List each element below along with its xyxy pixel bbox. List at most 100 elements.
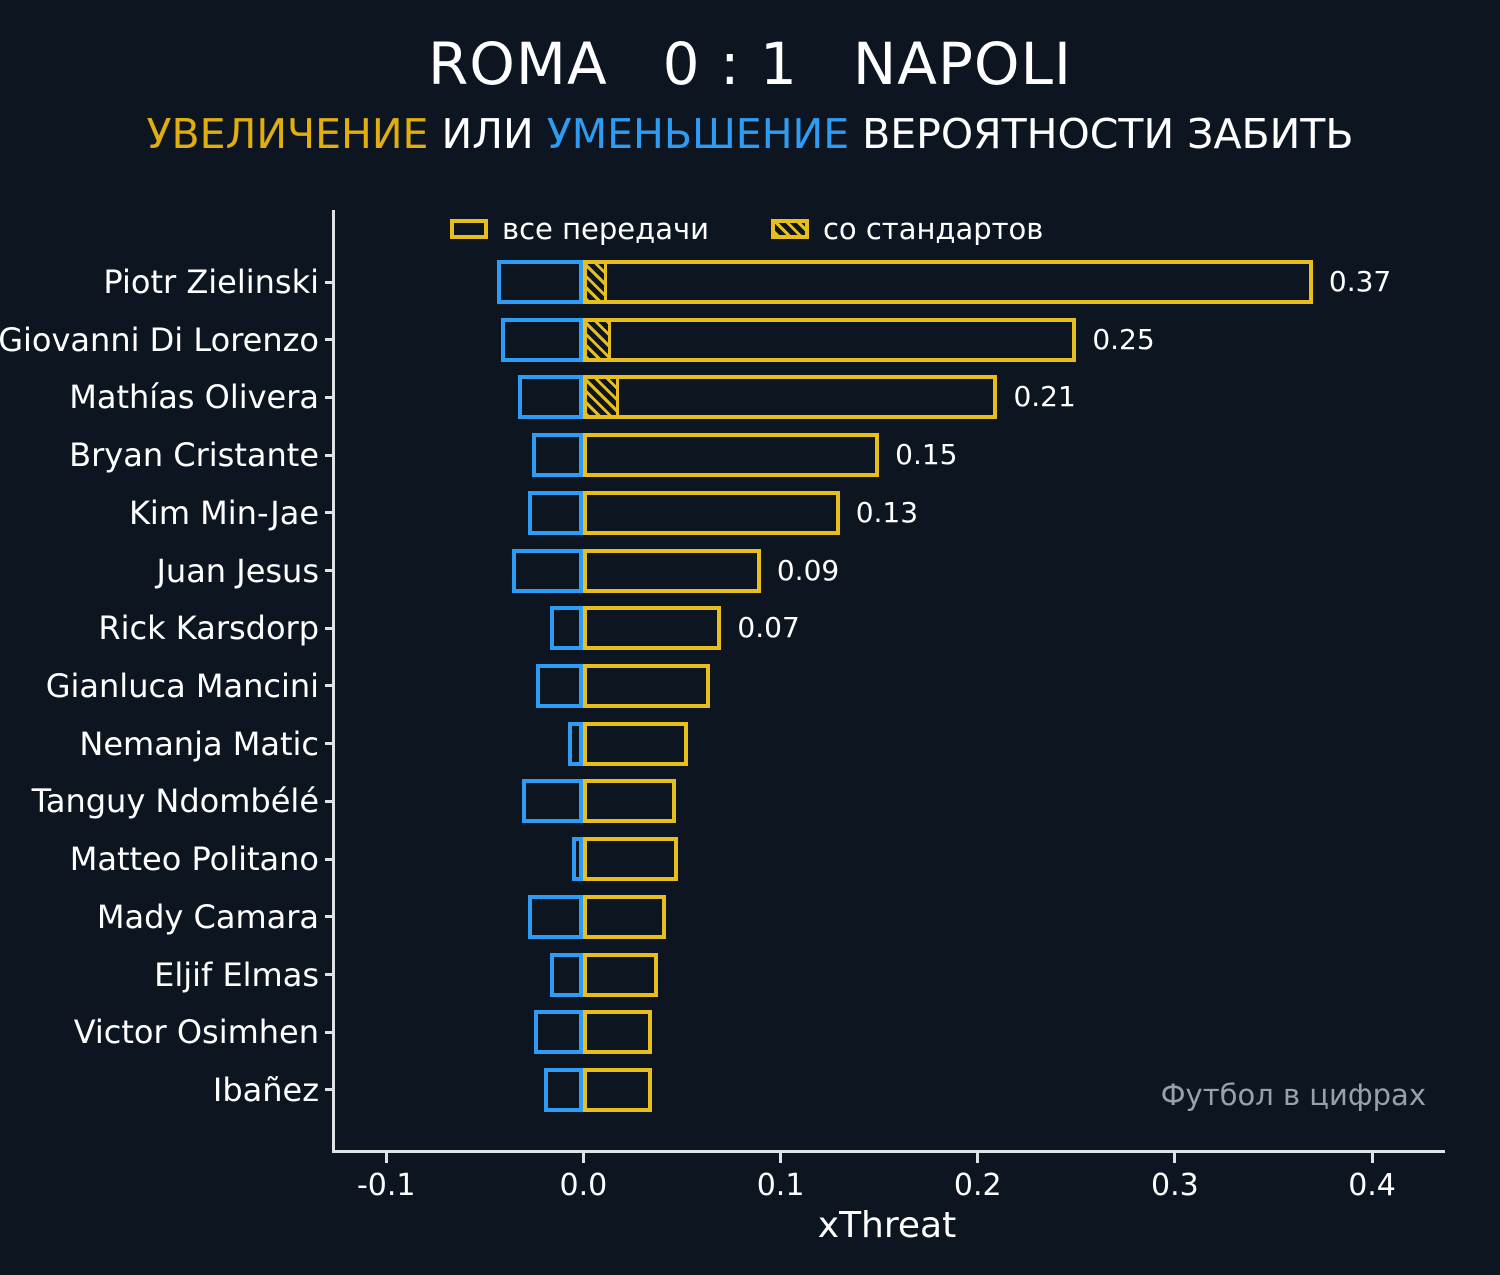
x-tick-label: 0.2	[953, 1168, 1002, 1203]
player-label: Nemanja Matic	[79, 724, 319, 763]
player-label: Tanguy Ndombélé	[31, 782, 319, 821]
bar-negative	[536, 663, 584, 708]
bar-negative	[543, 1067, 584, 1112]
bar-negative	[532, 433, 584, 478]
x-tick-label: 0.4	[1348, 1168, 1396, 1203]
y-tick-mark	[325, 684, 335, 688]
y-tick-mark	[325, 799, 335, 803]
player-label: Matteo Politano	[69, 840, 319, 879]
value-label: 0.07	[737, 611, 800, 645]
home-team-name: ROMA	[427, 30, 608, 98]
x-tick-label: 0.0	[559, 1168, 608, 1203]
bar-negative	[571, 837, 584, 882]
legend-label: со стандартов	[822, 212, 1044, 246]
y-tick-mark	[325, 280, 335, 284]
bar-positive	[583, 317, 1077, 362]
y-tick-mark	[325, 511, 335, 515]
value-label: 0.15	[895, 438, 958, 472]
legend-swatch-hatched-icon	[770, 219, 809, 239]
x-axis-label: xThreat	[817, 1205, 957, 1246]
x-tick-mark	[1370, 1153, 1374, 1163]
watermark: Футбол в цифрах	[1160, 1078, 1426, 1112]
bar-positive	[583, 721, 688, 766]
match-title: ROMA 0 : 1 NAPOLI	[0, 30, 1500, 98]
bar-negative	[518, 375, 584, 420]
x-tick-label: 0.1	[756, 1168, 805, 1203]
bar-positive	[583, 952, 659, 997]
bar-setpiece	[583, 317, 611, 362]
chart-subtitle: УВЕЛИЧЕНИЕ ИЛИ УМЕНЬШЕНИЕ ВЕРОЯТНОСТИ ЗА…	[0, 110, 1500, 158]
bar-negative	[549, 606, 584, 651]
player-label: Piotr Zielinski	[103, 263, 319, 301]
bar-positive	[583, 779, 677, 824]
bar-negative	[500, 317, 584, 362]
y-tick-mark	[325, 569, 335, 573]
player-label: Giovanni Di Lorenzo	[0, 320, 319, 359]
legend-item: со стандартов	[770, 212, 1044, 246]
y-tick-mark	[325, 453, 335, 457]
legend-swatch-outline-icon	[450, 219, 488, 239]
match-score: 0 : 1	[662, 30, 798, 98]
player-label: Eljif Elmas	[154, 955, 319, 994]
player-label: Mady Camara	[96, 897, 319, 936]
value-label: 0.25	[1092, 322, 1155, 356]
bar-negative	[496, 260, 584, 304]
bar-setpiece	[583, 375, 619, 420]
bar-positive	[583, 490, 840, 535]
legend-label: все передачи	[502, 212, 709, 246]
bar-positive	[583, 548, 761, 593]
subtitle-segment: ВЕРОЯТНОСТИ ЗАБИТЬ	[849, 110, 1354, 158]
subtitle-segment: ИЛИ	[428, 110, 547, 158]
player-label: Kim Min-Jae	[128, 493, 319, 532]
bar-negative	[512, 548, 584, 593]
y-tick-mark	[325, 1088, 335, 1092]
value-label: 0.37	[1328, 265, 1392, 298]
y-tick-mark	[325, 395, 335, 399]
bar-setpiece	[583, 260, 608, 304]
player-label: Bryan Cristante	[69, 436, 319, 475]
bar-positive	[583, 1010, 653, 1055]
bar-negative	[534, 1010, 584, 1055]
y-tick-mark	[325, 915, 335, 919]
player-label: Juan Jesus	[156, 551, 319, 590]
y-tick-mark	[325, 857, 335, 861]
bar-negative	[528, 894, 584, 939]
player-label: Gianluca Mancini	[45, 666, 319, 705]
value-label: 0.09	[776, 553, 840, 587]
y-tick-mark	[325, 338, 335, 342]
legend-item: все передачи	[450, 212, 709, 246]
bar-positive	[583, 837, 679, 882]
bar-negative	[549, 952, 584, 997]
player-label: Ibañez	[212, 1070, 319, 1109]
value-label: 0.21	[1013, 380, 1076, 414]
bar-positive	[583, 260, 1313, 304]
value-label: 0.13	[855, 495, 919, 529]
bar-positive	[583, 894, 667, 939]
bar-positive	[583, 606, 722, 651]
bar-positive	[583, 1067, 653, 1112]
y-tick-mark	[325, 1030, 335, 1034]
player-label: Rick Karsdorp	[98, 609, 319, 648]
subtitle-segment: УВЕЛИЧЕНИЕ	[146, 110, 429, 158]
x-tick-label: -0.1	[356, 1168, 416, 1203]
chart-legend: все передачи со стандартов	[450, 212, 1043, 246]
bar-positive	[583, 663, 710, 708]
x-tick-mark	[581, 1153, 585, 1163]
y-tick-mark	[325, 973, 335, 977]
bar-positive	[583, 433, 880, 478]
player-label: Mathías Olivera	[69, 378, 319, 417]
bar-negative	[522, 779, 584, 824]
y-tick-mark	[325, 626, 335, 630]
bar-positive	[583, 375, 998, 420]
subtitle-segment: УМЕНЬШЕНИЕ	[546, 110, 850, 158]
bar-negative	[567, 721, 584, 766]
chart-plot-area: все передачи со стандартов Piotr Zielinsk…	[0, 210, 1445, 1203]
away-team-name: NAPOLI	[852, 30, 1072, 98]
y-tick-mark	[325, 742, 335, 746]
player-label: Victor Osimhen	[73, 1013, 319, 1052]
x-tick-mark	[779, 1153, 783, 1163]
bar-negative	[528, 490, 584, 535]
x-tick-mark	[976, 1153, 980, 1163]
x-tick-label: 0.3	[1151, 1168, 1199, 1203]
